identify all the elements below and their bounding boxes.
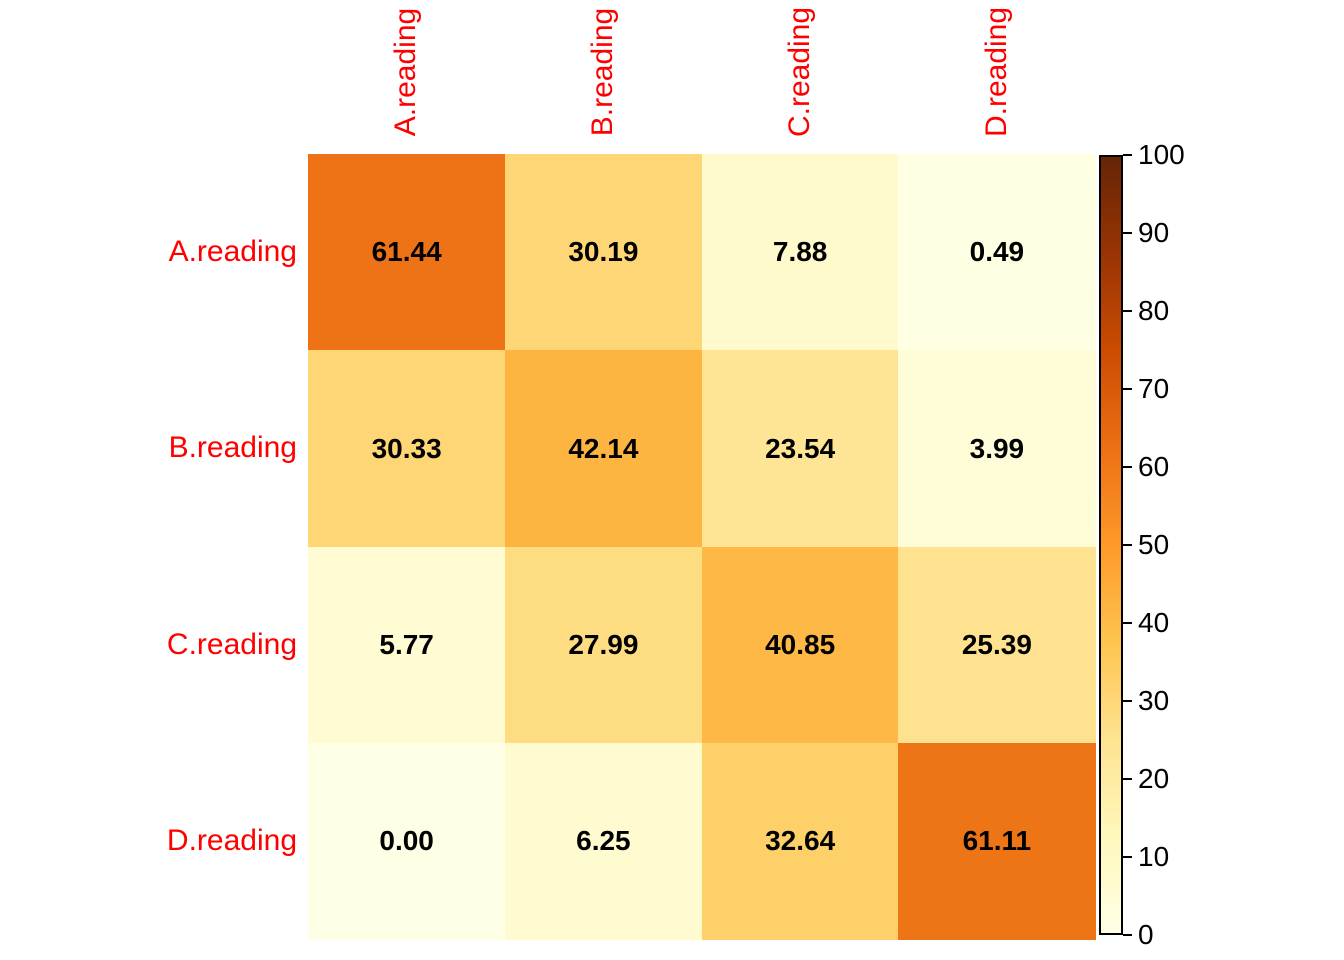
colorbar-gradient xyxy=(1099,155,1123,935)
heatmap-cell-A.reading-C.reading: 7.88 xyxy=(701,154,899,351)
colorbar-tick-80 xyxy=(1123,310,1132,312)
heatmap-cell-D.reading-B.reading: 6.25 xyxy=(504,742,702,940)
colorbar-tick-label-20: 20 xyxy=(1138,763,1170,794)
row-label-A.reading: A.reading xyxy=(168,235,297,269)
cell-value: 27.99 xyxy=(568,628,639,660)
cell-value: 23.54 xyxy=(765,432,836,464)
cell-value: 25.39 xyxy=(961,628,1032,660)
colorbar-tick-label-40: 40 xyxy=(1138,607,1170,638)
heatmap-cell-B.reading-A.reading: 30.33 xyxy=(308,350,506,547)
column-label-A.reading: A.reading xyxy=(389,7,423,137)
cell-value: 30.33 xyxy=(371,432,442,464)
colorbar-tick-label-80: 80 xyxy=(1138,295,1170,326)
colorbar-tick-20 xyxy=(1123,778,1132,780)
cell-value: 42.14 xyxy=(568,432,639,464)
heatmap-cell-A.reading-D.reading: 0.49 xyxy=(898,154,1096,351)
cell-value: 3.99 xyxy=(969,432,1025,464)
heatmap-cell-D.reading-D.reading: 61.11 xyxy=(898,742,1096,940)
heatmap-grid: 61.44 30.19 7.88 0.49 30.33 42.14 23.54 3.99 5.7… xyxy=(308,154,1096,940)
colorbar-tick-90 xyxy=(1123,232,1132,234)
row-label-B.reading: B.reading xyxy=(168,431,297,465)
colorbar-tick-30 xyxy=(1123,700,1132,702)
column-label-D.reading: D.reading xyxy=(979,6,1013,138)
cell-value: 0.00 xyxy=(379,825,434,857)
cell-value: 32.64 xyxy=(765,825,836,857)
heatmap-cell-D.reading-C.reading: 32.64 xyxy=(701,742,899,940)
heatmap-cell-A.reading-B.reading: 30.19 xyxy=(504,154,702,351)
cell-value: 5.77 xyxy=(379,628,434,660)
colorbar-tick-label-90: 90 xyxy=(1138,217,1170,248)
row-label-D.reading: D.reading xyxy=(166,823,297,857)
colorbar-tick-label-100: 100 xyxy=(1138,139,1185,170)
heatmap-cell-B.reading-C.reading: 23.54 xyxy=(701,350,899,547)
cell-value: 40.85 xyxy=(765,628,836,660)
colorbar-tick-50 xyxy=(1123,544,1132,546)
heatmap-cell-C.reading-C.reading: 40.85 xyxy=(701,546,899,744)
heatmap-cell-B.reading-D.reading: 3.99 xyxy=(898,350,1096,547)
colorbar-tick-100 xyxy=(1123,154,1132,156)
cell-value: 7.88 xyxy=(772,236,828,268)
colorbar-tick-60 xyxy=(1123,466,1132,468)
cell-value: 6.25 xyxy=(576,825,631,857)
heatmap-cell-C.reading-B.reading: 27.99 xyxy=(504,546,702,744)
heatmap-cell-C.reading-D.reading: 25.39 xyxy=(898,546,1096,744)
column-label-C.reading: C.reading xyxy=(782,6,816,138)
cell-value: 61.11 xyxy=(962,825,1032,857)
heatmap-cell-A.reading-A.reading: 61.44 xyxy=(308,154,506,351)
row-label-C.reading: C.reading xyxy=(166,627,297,661)
colorbar-tick-label-50: 50 xyxy=(1138,529,1170,560)
colorbar-tick-0 xyxy=(1123,934,1132,936)
cell-value: 61.44 xyxy=(371,236,442,268)
column-label-B.reading: B.reading xyxy=(586,7,620,137)
colorbar-tick-label-30: 30 xyxy=(1138,685,1170,716)
colorbar-tick-label-70: 70 xyxy=(1138,373,1170,404)
colorbar-tick-40 xyxy=(1123,622,1132,624)
colorbar-tick-label-60: 60 xyxy=(1138,451,1170,482)
colorbar-tick-label-10: 10 xyxy=(1138,841,1170,872)
heatmap-cell-D.reading-A.reading: 0.00 xyxy=(308,742,506,940)
heatmap-cell-B.reading-B.reading: 42.14 xyxy=(504,350,702,547)
colorbar-tick-70 xyxy=(1123,388,1132,390)
colorbar-tick-10 xyxy=(1123,856,1132,858)
heatmap-cell-C.reading-A.reading: 5.77 xyxy=(308,546,506,744)
colorbar-tick-label-0: 0 xyxy=(1138,919,1154,950)
cell-value: 30.19 xyxy=(568,236,639,268)
cell-value: 0.49 xyxy=(969,236,1025,268)
